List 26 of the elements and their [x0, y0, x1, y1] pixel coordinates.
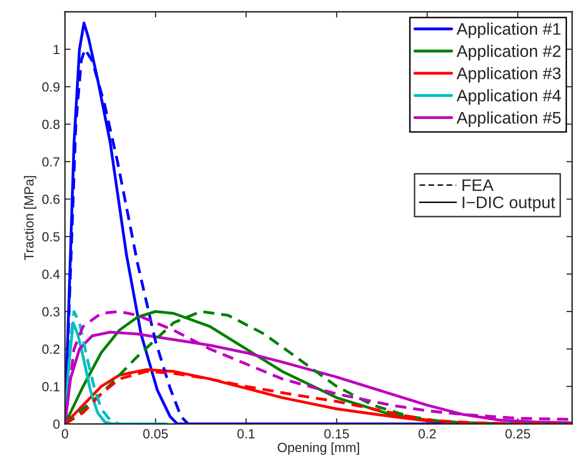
y-tick-label: 1 — [54, 44, 60, 54]
legend-label: Application #4 — [456, 89, 561, 105]
y-tick-label: 0.4 — [42, 270, 60, 279]
legend-label: Application #1 — [456, 22, 560, 38]
legend-label: Application #3 — [456, 67, 561, 83]
x-tick-label: 0 — [62, 429, 68, 438]
annotation: I−DIC output — [462, 196, 556, 212]
y-tick-label: 0.2 — [42, 344, 60, 354]
y-tick-label: 0.5 — [42, 232, 60, 242]
y-tick-label: 0.7 — [42, 157, 60, 167]
legend-label: Application #5 — [456, 111, 561, 127]
y-tick-label: 0.6 — [42, 194, 60, 204]
annotation: FEA — [462, 179, 494, 191]
x-tick-label: 0.2 — [418, 429, 436, 438]
y-tick-label: 0.1 — [42, 382, 60, 392]
y-tick-label: 0.8 — [42, 120, 60, 130]
legend-label: Application #2 — [456, 44, 560, 60]
x-axis-title: Opening [mm] — [278, 442, 360, 455]
y-tick-label: 0.9 — [42, 82, 60, 92]
x-tick-label: 0.25 — [505, 429, 530, 438]
y-tick-label: 0.3 — [42, 307, 60, 316]
x-tick-label: 0.1 — [237, 429, 255, 438]
y-axis-title: Traction [MPa] — [24, 176, 36, 260]
y-tick-label: 0 — [53, 419, 60, 429]
x-tick-label: 0.15 — [324, 429, 349, 438]
x-tick-label: 0.05 — [143, 429, 168, 438]
